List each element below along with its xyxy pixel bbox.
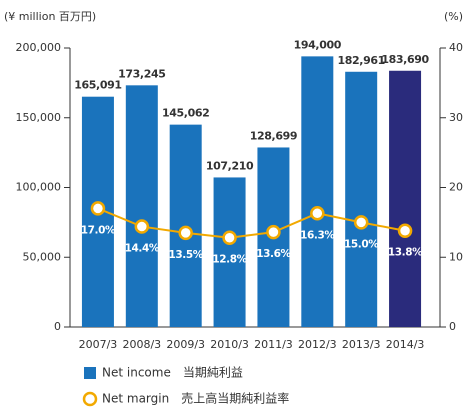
legend-label: Net income 当期純利益 bbox=[102, 366, 243, 380]
line-value-label: 16.3% bbox=[300, 229, 335, 241]
line-marker bbox=[90, 201, 106, 216]
bar-value-label: 107,210 bbox=[206, 159, 254, 172]
line-value-label: 13.8% bbox=[388, 247, 423, 259]
y-tick-label: 0 bbox=[54, 320, 61, 333]
y-tick-label: 150,000 bbox=[16, 111, 62, 124]
line-value-label: 14.4% bbox=[125, 243, 160, 255]
line-value-label: 15.0% bbox=[344, 238, 379, 250]
line bbox=[97, 207, 406, 239]
bar-value-label: 145,062 bbox=[162, 107, 209, 120]
x-tick-label: 2013/3 bbox=[342, 338, 381, 351]
y2-tick-label: 40 bbox=[449, 41, 463, 54]
x-tick-label: 2011/3 bbox=[254, 338, 293, 351]
y2-tick-label: 20 bbox=[449, 181, 463, 194]
line-marker bbox=[134, 219, 150, 234]
y-tick-label: 200,000 bbox=[16, 41, 62, 54]
bar bbox=[213, 177, 246, 327]
bar bbox=[389, 70, 422, 328]
y2-axis-label: (%) bbox=[444, 10, 463, 23]
bar-value-label: 128,699 bbox=[250, 129, 297, 142]
line-value-label: 12.8% bbox=[212, 254, 247, 266]
y2-tick-label: 30 bbox=[449, 111, 463, 124]
x-tick-label: 2014/3 bbox=[386, 338, 425, 351]
legend-swatch bbox=[84, 367, 96, 379]
bar-value-label: 182,961 bbox=[338, 54, 385, 67]
line-marker bbox=[266, 224, 281, 240]
x-tick-label: 2008/3 bbox=[122, 338, 161, 351]
bar bbox=[301, 56, 334, 328]
y-axis-label: (¥ million 百万円) bbox=[4, 10, 96, 23]
line-value-label: 17.0% bbox=[81, 224, 116, 236]
line-value-label: 13.6% bbox=[256, 248, 291, 260]
x-tick-label: 2010/3 bbox=[210, 338, 249, 351]
y2-tick-label: 0 bbox=[449, 320, 456, 333]
line-value-label: 13.5% bbox=[168, 249, 203, 261]
bar bbox=[125, 85, 158, 327]
x-tick-label: 2012/3 bbox=[298, 338, 337, 351]
bar-value-label: 194,000 bbox=[294, 38, 342, 51]
y-tick-label: 50,000 bbox=[23, 250, 62, 263]
line-marker bbox=[310, 206, 325, 221]
y-tick-label: 100,000 bbox=[16, 181, 62, 194]
y2-tick-label: 10 bbox=[449, 250, 463, 263]
line-marker bbox=[353, 215, 369, 230]
line-marker bbox=[397, 223, 413, 238]
line-marker bbox=[222, 230, 237, 245]
legend-label: Net margin 売上高当期純利益率 bbox=[102, 391, 289, 406]
bar bbox=[345, 71, 378, 327]
bar-value-label: 165,091 bbox=[74, 79, 121, 92]
x-tick-label: 2007/3 bbox=[79, 338, 118, 351]
bar-value-label: 173,245 bbox=[118, 67, 165, 80]
x-tick-label: 2009/3 bbox=[166, 338, 205, 351]
legend-swatch bbox=[82, 391, 98, 407]
bar-value-label: 183,690 bbox=[381, 53, 429, 66]
line-marker bbox=[178, 225, 193, 241]
